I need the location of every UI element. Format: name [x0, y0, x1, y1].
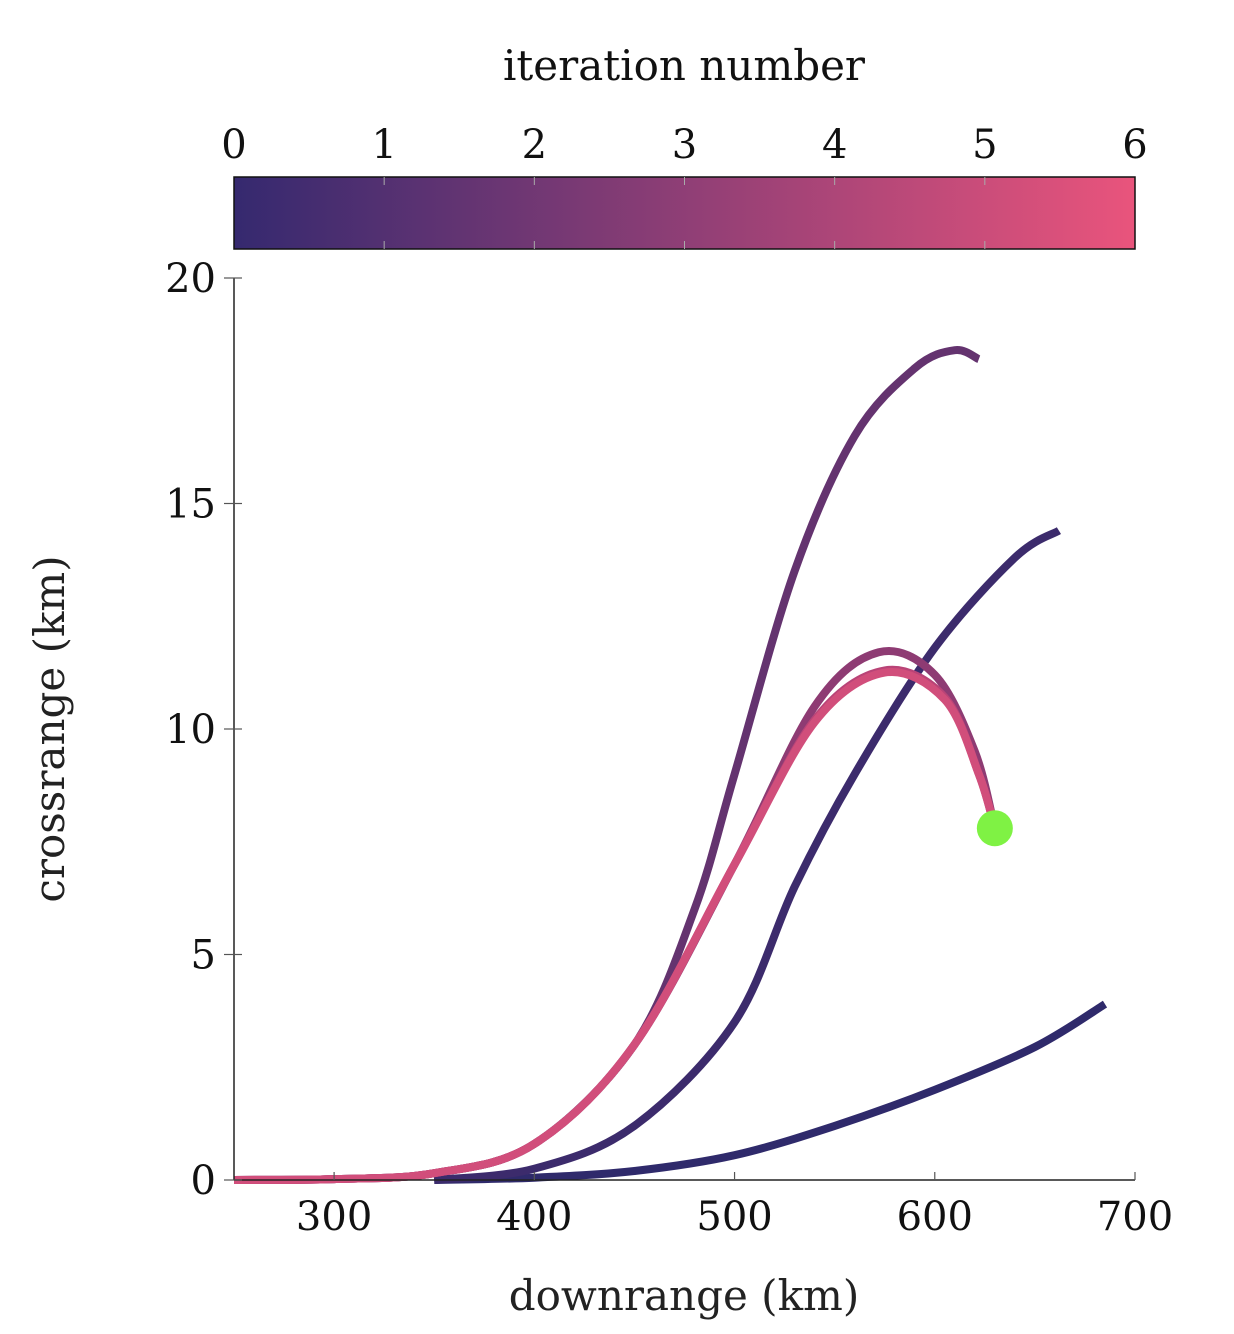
y-tick-label: 10 — [165, 707, 216, 753]
x-tick-label: 500 — [696, 1194, 772, 1240]
series-line-iteration-4 — [234, 670, 995, 1180]
colorbar-tick-label: 5 — [972, 122, 997, 168]
colorbar-tick-label: 6 — [1122, 122, 1147, 168]
x-tick-label: 300 — [296, 1194, 372, 1240]
y-tick-label: 5 — [191, 933, 216, 979]
x-tick-label: 400 — [496, 1194, 572, 1240]
colorbar-title: iteration number — [503, 41, 866, 90]
y-tick-label: 20 — [165, 256, 216, 302]
marker-layer — [977, 810, 1013, 846]
x-tick-label: 700 — [1097, 1194, 1173, 1240]
endpoint-marker — [977, 810, 1013, 846]
series-layer — [234, 350, 1105, 1180]
series-line-iteration-5 — [234, 672, 995, 1180]
x-axis-title: downrange (km) — [509, 1271, 859, 1320]
series-line-iteration-0 — [434, 1004, 1105, 1180]
plot-area: 300 400 500 600 700 0 5 10 15 20 — [165, 256, 1173, 1240]
colorbar-tick-labels: 0 1 2 3 4 5 6 — [221, 122, 1147, 168]
x-tick-label: 600 — [897, 1194, 973, 1240]
series-line-iteration-2 — [234, 350, 979, 1180]
colorbar-gradient — [234, 177, 1135, 249]
colorbar-tick-label: 3 — [672, 122, 697, 168]
y-axis-ticks: 0 5 10 15 20 — [165, 256, 242, 1204]
colorbar-tick-label: 2 — [522, 122, 547, 168]
series-line-iteration-1 — [434, 531, 1059, 1180]
colorbar-tick-label: 1 — [371, 122, 396, 168]
y-axis-title: crossrange (km) — [25, 555, 74, 902]
x-axis-ticks: 300 400 500 600 700 — [296, 1172, 1173, 1240]
y-tick-label: 15 — [165, 482, 216, 528]
colorbar-tick-label: 4 — [822, 122, 847, 168]
colorbar: iteration number 0 1 2 3 4 5 6 — [221, 41, 1147, 249]
colorbar-tick-label: 0 — [221, 122, 246, 168]
y-tick-label: 0 — [191, 1158, 216, 1204]
